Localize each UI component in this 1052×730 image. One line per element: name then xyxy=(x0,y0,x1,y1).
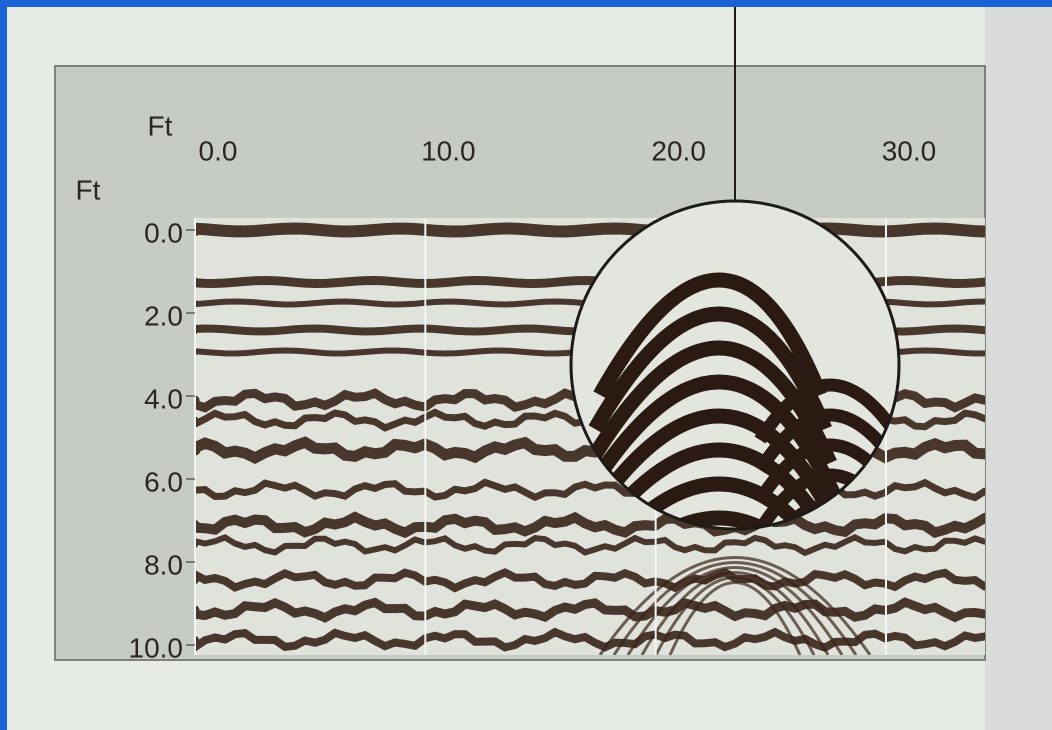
x-tick-label: 10.0 xyxy=(421,135,476,166)
x-tick-label: 20.0 xyxy=(651,135,706,166)
x-tick-label: 30.0 xyxy=(882,135,937,166)
y-tick-label: 6.0 xyxy=(144,466,183,497)
x-unit: Ft xyxy=(148,110,173,141)
y-tick-label: 10.0 xyxy=(129,632,184,663)
page: Ft Ft 0.0 10.0 20.0 30.0 0.0 2.0 4.0 6.0 8.0 10.0… xyxy=(0,0,1052,730)
y-tick-label: 4.0 xyxy=(144,383,183,414)
scan: Ft Ft 0.0 10.0 20.0 30.0 0.0 2.0 4.0 6.0 8.0 10.0 xyxy=(0,0,1052,730)
y-tick-label: 0.0 xyxy=(144,217,183,248)
x-tick-label: 0.0 xyxy=(199,135,238,166)
y-tick-label: 2.0 xyxy=(144,300,183,331)
y-unit: Ft xyxy=(76,174,101,205)
reflection-band xyxy=(195,229,985,232)
y-tick-label: 8.0 xyxy=(144,549,183,580)
page-edge xyxy=(985,7,1052,730)
